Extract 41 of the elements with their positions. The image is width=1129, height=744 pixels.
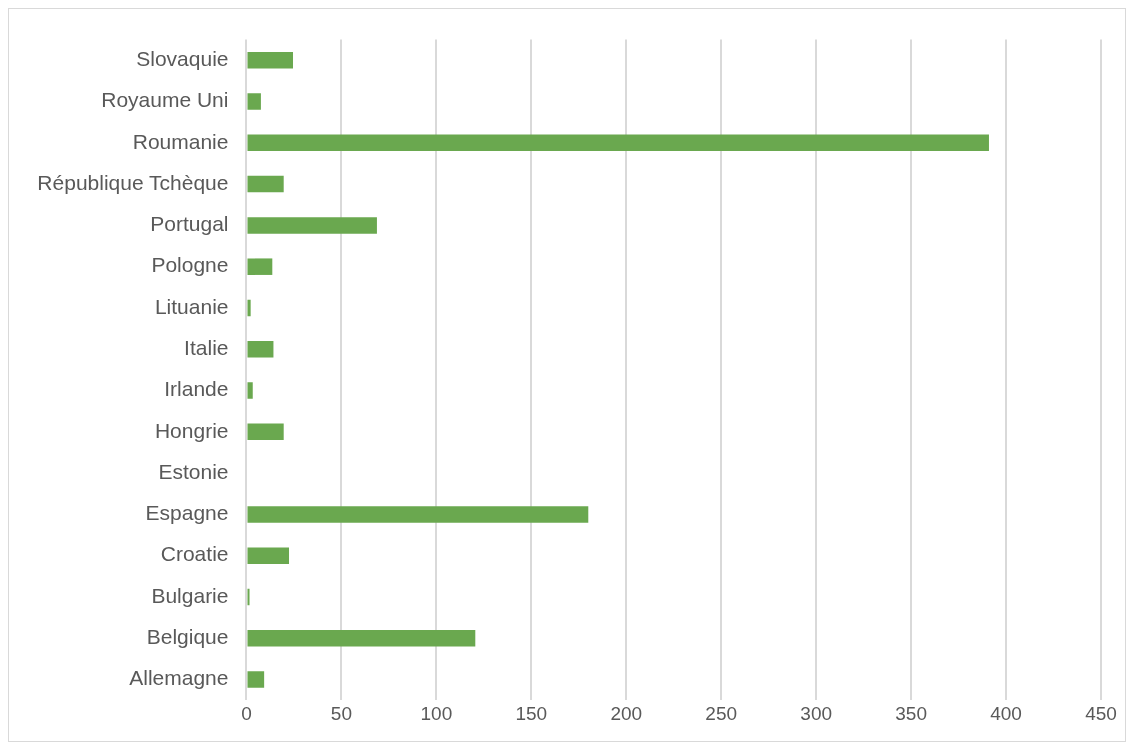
bar: [247, 588, 250, 606]
y-tick-label: Estonie: [158, 459, 229, 483]
x-tick-label: 100: [420, 702, 453, 724]
x-tick-label: 350: [895, 702, 927, 724]
bar: [247, 630, 476, 647]
x-tick-label: 400: [990, 702, 1022, 724]
bar: [247, 547, 290, 564]
bar: [247, 175, 284, 193]
x-tick-label: 200: [610, 702, 643, 724]
bar: [247, 506, 589, 523]
x-tick-label: 450: [1085, 702, 1117, 724]
bar: [247, 299, 251, 317]
bar: [247, 423, 284, 441]
x-tick-label: 250: [705, 702, 738, 724]
y-tick-label: Italie: [184, 336, 229, 360]
y-tick-label: Hongrie: [154, 418, 229, 442]
y-tick-label: Espagne: [145, 501, 229, 525]
x-tick-label: 150: [515, 702, 548, 724]
bar: [247, 93, 261, 110]
y-tick-label: Bulgarie: [151, 583, 229, 607]
y-tick-label: Portugal: [150, 212, 229, 236]
bar: [247, 341, 274, 358]
y-tick-label: Lituanie: [154, 294, 229, 318]
y-tick-label: Irlande: [164, 377, 229, 401]
y-tick-label: Belgique: [146, 625, 229, 649]
x-tick-label: 50: [330, 702, 352, 724]
y-tick-label: Slovaquie: [136, 47, 229, 71]
x-tick-label: 300: [800, 702, 833, 724]
y-tick-label: Croatie: [160, 542, 229, 566]
bar: [247, 51, 294, 69]
y-tick-label: Pologne: [151, 253, 229, 277]
bar: [247, 671, 265, 688]
bar: [247, 258, 273, 275]
y-tick-label: Royaume Uni: [101, 88, 229, 112]
x-tick-label: 0: [241, 702, 252, 724]
y-tick-label: Roumanie: [132, 129, 229, 153]
bar: [247, 217, 377, 234]
y-tick-label: République Tchèque: [37, 170, 229, 194]
bar: [247, 134, 989, 152]
bar: [247, 382, 253, 399]
y-tick-label: Allemagne: [129, 666, 229, 690]
